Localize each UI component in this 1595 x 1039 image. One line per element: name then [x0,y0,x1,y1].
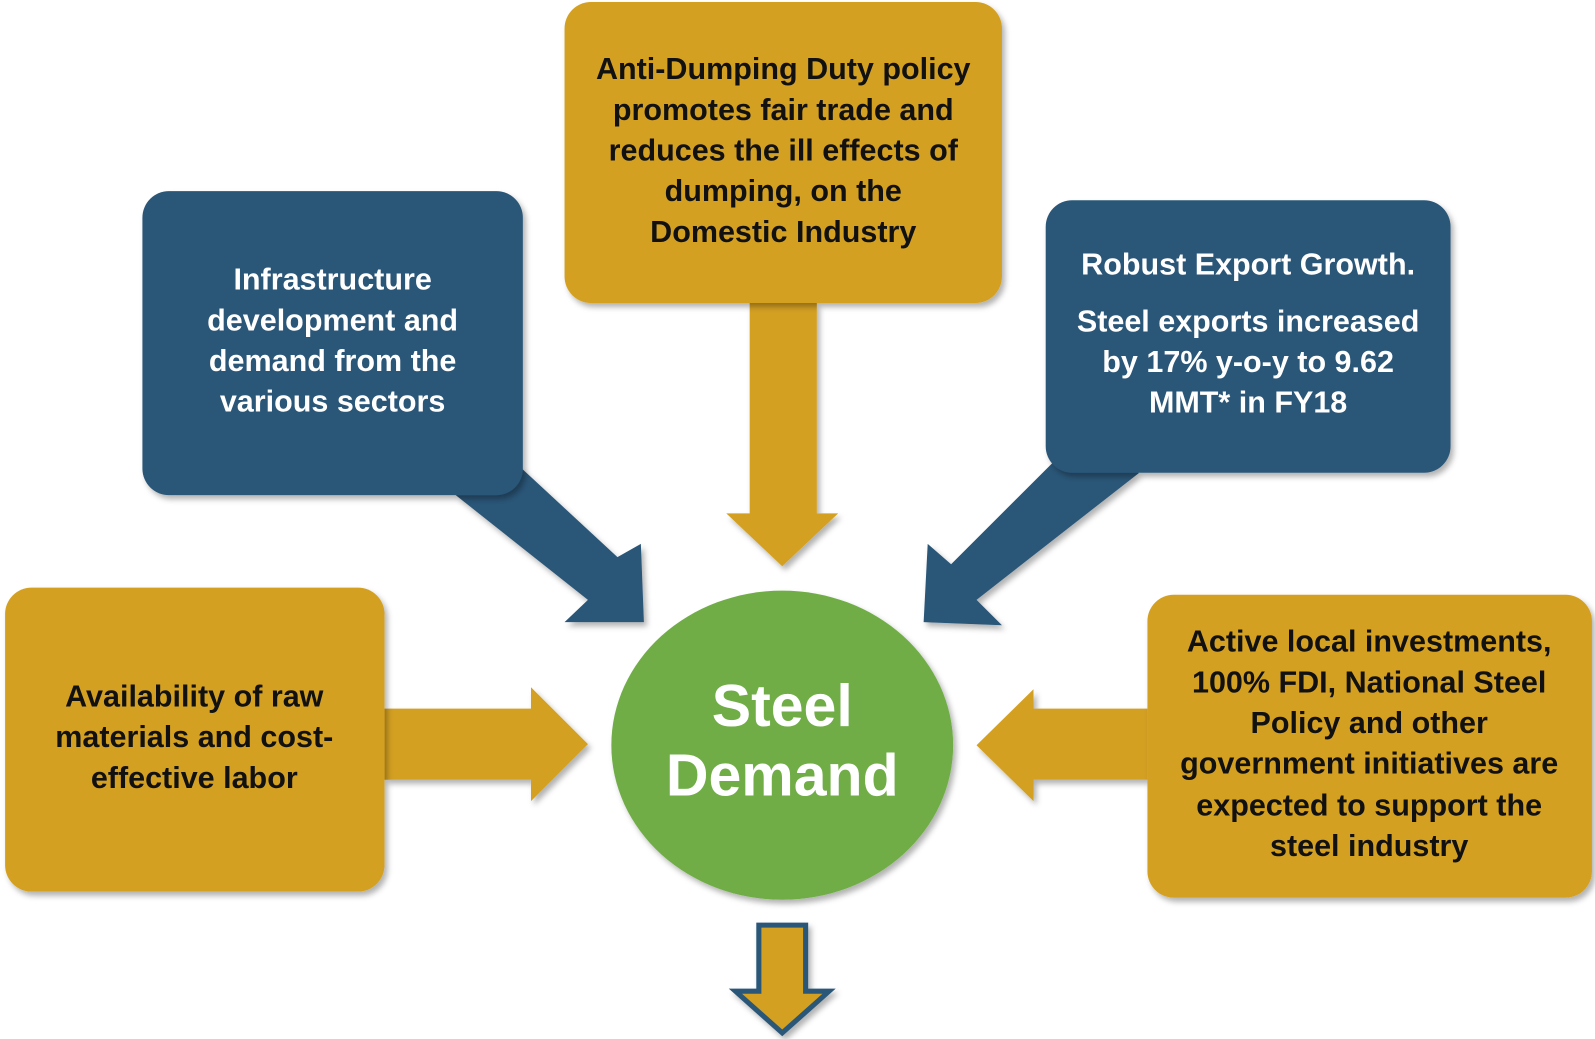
node-text: expected to support the [1196,788,1542,822]
node-text: Infrastructure [233,263,431,297]
center-circle [611,590,954,900]
box-upper-right [1045,200,1451,473]
center-label: Steel [712,674,853,739]
node-text: steel industry [1270,829,1468,863]
node-text: by 17% y-o-y to 9.62 [1102,345,1394,379]
arrow-upper-right [923,462,1140,626]
boxes [5,2,1592,900]
node-text: Availability of raw [65,679,324,713]
arrows [384,302,1148,1037]
node-text: government initiatives are [1180,747,1558,781]
node-text: Domestic Industry [650,215,916,249]
node-text: Robust Export Growth. [1081,247,1415,281]
box-top [564,2,1002,303]
labels: Steel Demand Anti-Dumping Duty policy pr… [55,52,1558,863]
node-text: dumping, on the [665,174,902,208]
node-text: promotes fair trade and [613,93,954,127]
box-upper-left [142,191,523,496]
node-text: demand from the [209,344,456,378]
node-text: Anti-Dumping Duty policy [596,52,971,86]
arrow-right [976,689,1148,802]
arrow-upper-left [455,467,644,623]
node-text: MMT* in FY18 [1149,386,1347,420]
node-text: Active local investments, [1187,625,1552,659]
node-text: effective labor [91,761,298,795]
node-text: 100% FDI, National Steel [1192,665,1546,699]
node-text: materials and cost- [55,720,333,754]
node-text: reduces the ill effects of [609,134,959,168]
node-text: development and [207,303,458,337]
node-text: Steel exports increased [1077,304,1420,338]
arrow-down-top [726,302,839,567]
box-right [1147,594,1592,898]
arrow-bottom [728,922,836,1037]
node-text: various sectors [220,385,446,419]
center-label: Demand [666,743,899,808]
arrow-left [384,687,588,802]
box-left [5,587,385,892]
node-text: Policy and other [1251,706,1488,740]
